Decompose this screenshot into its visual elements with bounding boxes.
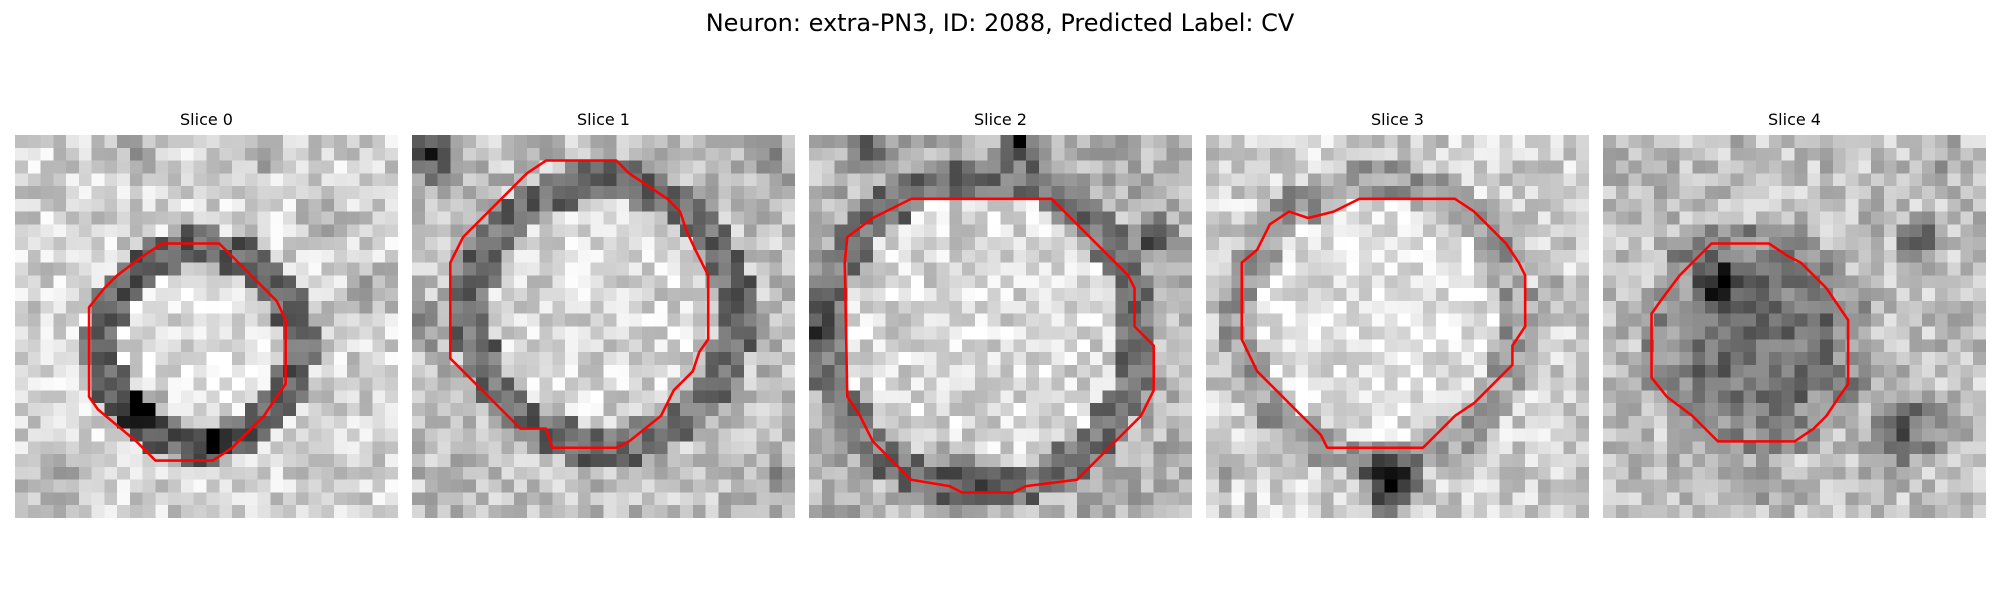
slice-title-3: Slice 3 bbox=[1371, 110, 1424, 129]
segmentation-contour-0 bbox=[87, 242, 287, 462]
slice-image-1 bbox=[412, 135, 795, 518]
segmentation-contour-3 bbox=[1240, 197, 1527, 450]
slice-panel-2: Slice 2 bbox=[809, 108, 1192, 518]
slice-panel-3: Slice 3 bbox=[1206, 108, 1589, 518]
slice-image-4 bbox=[1603, 135, 1986, 518]
slice-title-4: Slice 4 bbox=[1768, 110, 1821, 129]
slice-title-1: Slice 1 bbox=[577, 110, 630, 129]
slice-title-0: Slice 0 bbox=[180, 110, 233, 129]
slice-panel-0: Slice 0 bbox=[15, 108, 398, 518]
slice-image-3 bbox=[1206, 135, 1589, 518]
segmentation-contour-2 bbox=[843, 197, 1155, 494]
segmentation-contour-1 bbox=[449, 159, 710, 450]
slice-image-0 bbox=[15, 135, 398, 518]
segmentation-contour-4 bbox=[1650, 242, 1850, 443]
figure-title: Neuron: extra-PN3, ID: 2088, Predicted L… bbox=[705, 9, 1295, 37]
slice-image-2 bbox=[809, 135, 1192, 518]
slice-panel-1: Slice 1 bbox=[412, 108, 795, 518]
slice-panel-4: Slice 4 bbox=[1603, 108, 1986, 518]
slice-title-2: Slice 2 bbox=[974, 110, 1027, 129]
